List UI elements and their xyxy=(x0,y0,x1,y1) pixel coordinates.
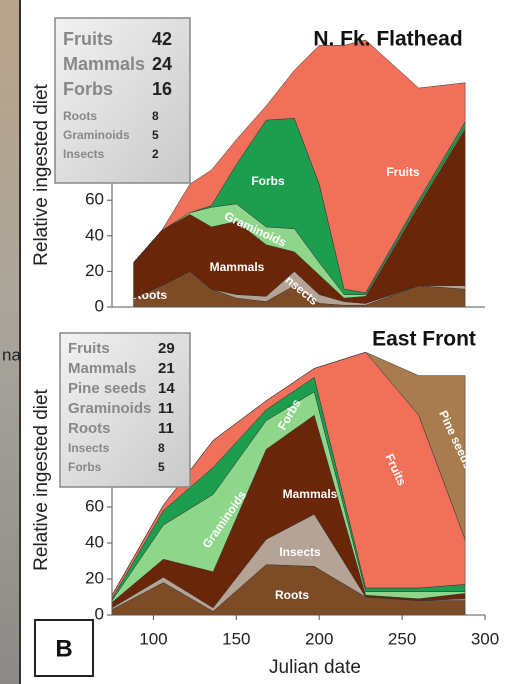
charts: Roots Insects Mammals Graminoids Forbs Fruits… xyxy=(31,17,499,678)
area xyxy=(111,351,466,596)
summary-name: Forbs xyxy=(63,79,113,99)
area-label: Forbs xyxy=(251,174,285,188)
chart: Roots Insects Mammals Graminoids Forbs Fruits… xyxy=(31,328,499,678)
y-tick-label: 40 xyxy=(85,225,104,244)
summary-value: 11 xyxy=(158,400,174,417)
summary-value: 5 xyxy=(158,460,165,474)
summary-name: Mammals xyxy=(68,360,136,377)
area-label: Insects xyxy=(279,545,321,559)
x-axis-label: Julian date xyxy=(269,657,361,678)
summary-value: 11 xyxy=(158,420,174,437)
background-text: na xyxy=(2,345,21,364)
summary-name: Insects xyxy=(63,147,105,161)
summary-name: Pine seeds xyxy=(68,380,146,397)
area-label: Roots xyxy=(275,588,309,602)
summary-value: 21 xyxy=(158,360,175,377)
x-tick-label: 250 xyxy=(388,629,416,648)
y-tick-label: 60 xyxy=(85,496,104,515)
summary-name: Fruits xyxy=(63,29,113,49)
summary-value: 5 xyxy=(152,128,159,142)
summary-box xyxy=(54,17,191,184)
y-axis-label: Relative ingested diet xyxy=(31,388,52,570)
summary-value: 8 xyxy=(158,441,165,455)
y-tick-label: 20 xyxy=(85,261,104,280)
summary-box xyxy=(59,332,191,488)
y-tick-label: 40 xyxy=(85,532,104,551)
summary-value: 29 xyxy=(158,340,175,357)
summary-value: 24 xyxy=(152,54,172,74)
summary-name: Roots xyxy=(63,109,97,123)
area-label: Mammals xyxy=(210,260,265,274)
summary-value: 16 xyxy=(152,79,172,99)
photo-strip xyxy=(0,0,22,684)
summary-value: 2 xyxy=(152,147,159,161)
area-label: Fruits xyxy=(386,165,420,179)
summary-name: Roots xyxy=(68,420,111,437)
y-tick-label: 60 xyxy=(85,190,104,209)
area xyxy=(133,39,466,294)
summary-name: Fruits xyxy=(68,340,110,357)
y-tick-label: 20 xyxy=(85,568,104,587)
summary-name: Insects xyxy=(68,441,110,455)
area-label: Mammals xyxy=(283,487,338,501)
summary-name: Forbs xyxy=(68,460,102,474)
x-tick-label: 200 xyxy=(305,629,333,648)
x-tick-label: 100 xyxy=(139,629,167,648)
summary-value: 14 xyxy=(158,380,175,397)
summary-value: 8 xyxy=(152,109,159,123)
panel-label-box xyxy=(34,619,94,677)
y-tick-label: 0 xyxy=(95,296,104,315)
chart-title: East Front xyxy=(372,328,476,351)
y-tick-label: 0 xyxy=(95,604,104,623)
chart-title: N. Fk. Flathead xyxy=(313,28,462,51)
summary-name: Graminoids xyxy=(63,128,130,142)
x-tick-label: 300 xyxy=(471,629,499,648)
summary-value: 42 xyxy=(152,29,172,49)
summary-name: Mammals xyxy=(63,54,145,74)
chart: Roots Insects Mammals Graminoids Forbs Fruits… xyxy=(31,17,485,315)
x-tick-label: 150 xyxy=(222,629,250,648)
y-axis-label: Relative ingested diet xyxy=(31,83,52,265)
summary-name: Graminoids xyxy=(68,400,151,417)
panel-label: B xyxy=(55,635,72,662)
